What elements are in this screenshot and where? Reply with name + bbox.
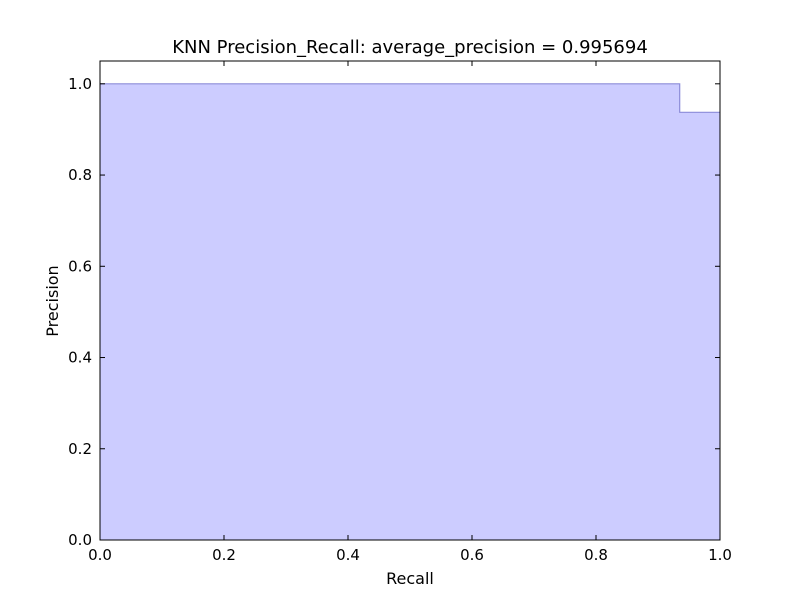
y-axis: 0.0 0.2 0.4 0.6 0.8 1.0 — [68, 75, 720, 549]
precision-recall-curve — [100, 83, 720, 113]
x-tick-label: 0.8 — [584, 546, 608, 564]
chart-title: KNN Precision_Recall: average_precision … — [172, 37, 648, 58]
y-tick-label: 0.8 — [68, 166, 92, 184]
y-tick-label: 0.4 — [68, 349, 92, 367]
x-tick-label: 1.0 — [708, 546, 732, 564]
y-tick-label: 0.0 — [68, 531, 92, 549]
y-axis-label: Precision — [43, 265, 62, 336]
precision-recall-area — [100, 83, 720, 541]
x-axis: 0.0 0.2 0.4 0.6 0.8 1.0 — [88, 61, 732, 564]
y-tick-label: 0.2 — [68, 440, 92, 458]
x-tick-label: 0.2 — [212, 546, 236, 564]
plot-frame — [99, 60, 721, 541]
plot-area — [99, 60, 721, 541]
x-tick-label: 0.6 — [460, 546, 484, 564]
x-tick-label: 0.0 — [88, 546, 112, 564]
y-tick-label: 0.6 — [68, 257, 92, 275]
x-tick-label: 0.4 — [336, 546, 360, 564]
y-tick-label: 1.0 — [68, 75, 92, 93]
x-axis-label: Recall — [386, 569, 434, 588]
